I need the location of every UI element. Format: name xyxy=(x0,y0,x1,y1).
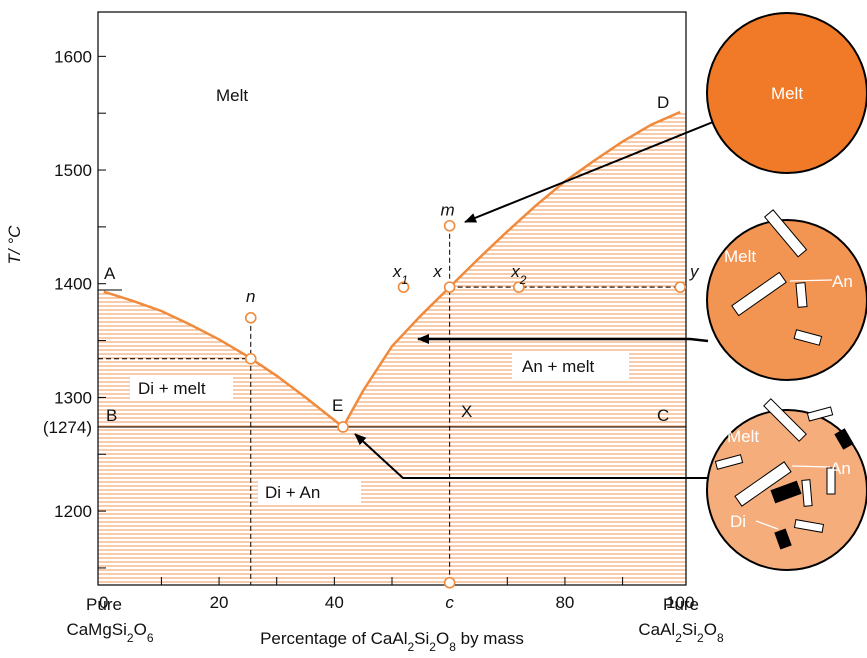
y-tick-label: 1200 xyxy=(54,502,92,521)
x-tick-label: 80 xyxy=(555,593,574,612)
point-label: n xyxy=(246,287,255,306)
x-axis-label: Percentage of CaAl2Si2O8 by mass xyxy=(260,629,524,653)
inset-label: An xyxy=(832,272,853,291)
point-letter: C xyxy=(657,406,669,425)
inset-label: Di xyxy=(730,512,746,531)
x-tick-label: 40 xyxy=(325,593,344,612)
point-label: x2 xyxy=(510,262,527,287)
end-label: CaMgSi2O6 xyxy=(66,620,153,645)
region-label: Melt xyxy=(216,86,248,105)
x-tick-label: 0 xyxy=(99,593,108,612)
point-letter: D xyxy=(657,93,669,112)
inset-label: An xyxy=(830,459,851,478)
y-tick-label: 1600 xyxy=(54,47,92,66)
y-tick-label: 1500 xyxy=(54,161,92,180)
inset-di-an: Melt An Di xyxy=(706,398,867,571)
liquidus-curve xyxy=(341,110,681,428)
y-tick-label: (1274) xyxy=(43,418,92,437)
state-point xyxy=(674,281,687,293)
state-point xyxy=(443,219,456,232)
state-point xyxy=(443,576,456,589)
inset-label: Melt xyxy=(727,427,759,446)
y-axis-label: T/ °C xyxy=(5,225,24,265)
end-label: Pure xyxy=(86,595,122,614)
point-label: x xyxy=(432,262,442,281)
x-tick-label: 100 xyxy=(666,593,694,612)
state-point xyxy=(397,281,410,293)
arrow xyxy=(354,433,707,479)
label-bg xyxy=(512,353,629,379)
state-point xyxy=(244,352,257,365)
inset-label: Melt xyxy=(724,247,756,266)
end-label: CaAl2Si2O8 xyxy=(638,620,724,645)
inset-label: Melt xyxy=(771,84,803,103)
label-bg xyxy=(130,375,233,401)
inset-an-melt: Melt An xyxy=(706,209,867,381)
region-label: Di + melt xyxy=(138,379,206,398)
inset-melt: Melt xyxy=(706,12,867,174)
point-letter: X xyxy=(461,402,472,421)
x-tick-label: 20 xyxy=(210,593,229,612)
point-letter: E xyxy=(332,396,343,415)
label-bg xyxy=(258,479,361,505)
y-tick-label: 1400 xyxy=(54,275,92,294)
state-point xyxy=(337,421,349,433)
state-point xyxy=(443,281,456,293)
plot-frame xyxy=(97,11,687,586)
state-point xyxy=(513,281,525,293)
y-tick-label: 1300 xyxy=(54,388,92,407)
state-point xyxy=(244,312,257,324)
end-label: Pure xyxy=(663,595,699,614)
point-label: m xyxy=(441,201,455,220)
arrow xyxy=(464,121,714,223)
region-label: An + melt xyxy=(522,357,595,376)
liquidus-curve xyxy=(103,290,344,428)
region-label: Di + An xyxy=(265,483,320,502)
arrow xyxy=(417,334,709,344)
point-letter: B xyxy=(106,406,117,425)
x-tick-label: c xyxy=(445,593,454,612)
point-letter: A xyxy=(104,264,116,283)
point-label: y xyxy=(689,262,700,281)
point-label: x1 xyxy=(392,262,408,287)
